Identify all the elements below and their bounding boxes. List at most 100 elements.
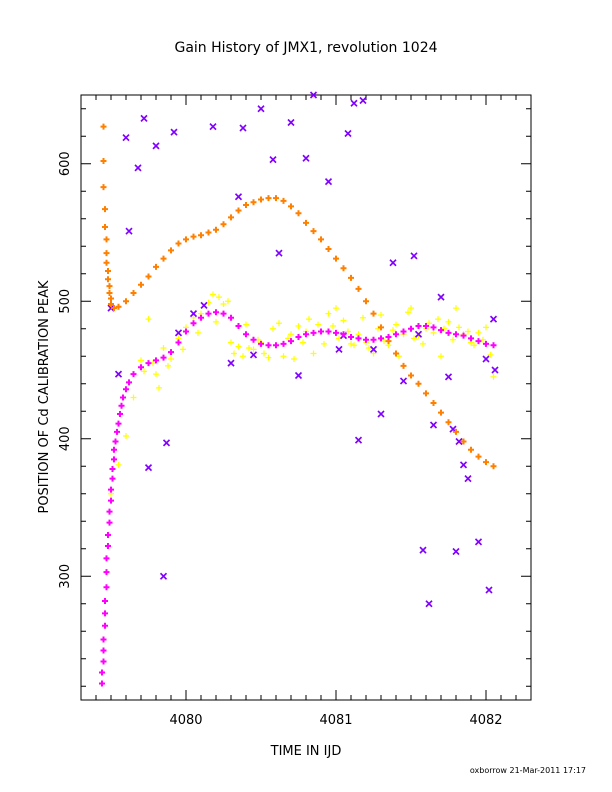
data-point [430, 400, 437, 406]
data-point [330, 323, 336, 329]
data-point [340, 331, 347, 338]
data-point [378, 324, 384, 331]
data-point [100, 123, 107, 130]
data-point [363, 336, 369, 343]
data-point [288, 338, 294, 345]
data-point [445, 329, 452, 336]
data-point [145, 360, 152, 367]
data-point [265, 354, 272, 361]
data-point [220, 301, 227, 307]
data-point [168, 247, 174, 254]
data-point [355, 335, 362, 342]
data-point [475, 329, 482, 336]
data-point [465, 328, 471, 335]
data-point [180, 346, 186, 353]
data-point [210, 291, 216, 298]
data-point [175, 339, 182, 346]
data-point [100, 184, 107, 191]
data-point [134, 164, 142, 172]
data-point [228, 314, 234, 321]
data-point [240, 353, 246, 360]
data-point [294, 371, 303, 380]
data-point [280, 340, 287, 347]
data-point [117, 411, 123, 417]
data-point [275, 249, 283, 257]
data-point [102, 622, 108, 629]
data-point [183, 328, 189, 335]
data-point [106, 508, 113, 515]
data-point [489, 315, 498, 323]
data-point [125, 227, 133, 235]
data-point [295, 210, 302, 217]
y-tick-label: 400 [58, 426, 73, 451]
data-point [138, 357, 144, 364]
data-point [423, 323, 429, 329]
data-point [123, 298, 129, 305]
data-point [491, 366, 499, 374]
data-point [359, 96, 367, 105]
data-point [340, 317, 347, 324]
data-point [389, 259, 397, 267]
data-point [118, 402, 125, 409]
data-point [355, 285, 362, 292]
data-point [140, 114, 148, 122]
data-point [100, 658, 107, 665]
data-point [485, 586, 493, 594]
data-point [438, 327, 444, 334]
data-point [393, 321, 399, 328]
data-point [280, 197, 287, 204]
data-point [288, 331, 294, 338]
data-point [145, 316, 152, 323]
data-point [345, 328, 351, 335]
data-point [108, 295, 114, 302]
data-point [420, 340, 426, 347]
data-point [195, 329, 201, 336]
data-point [234, 193, 243, 201]
series-2 [108, 291, 497, 497]
data-point [258, 196, 264, 203]
data-point [102, 610, 108, 617]
data-point [295, 323, 302, 329]
data-point [102, 224, 108, 230]
data-point [415, 380, 422, 387]
data-point [216, 294, 222, 301]
data-point [190, 314, 197, 321]
data-point [243, 321, 249, 328]
data-point [490, 342, 497, 349]
data-point [273, 195, 279, 202]
data-point [453, 331, 459, 338]
data-point [444, 373, 453, 381]
data-point [291, 356, 297, 362]
data-point [471, 342, 477, 349]
data-point [205, 310, 212, 317]
data-point [280, 353, 287, 360]
data-point [287, 118, 295, 127]
data-point [198, 232, 204, 239]
data-point [415, 323, 422, 329]
x-axis-label: TIME IN IJD [270, 744, 342, 759]
data-point [165, 362, 171, 369]
data-point [400, 362, 407, 369]
data-point [475, 338, 482, 345]
data-point [360, 314, 366, 321]
data-point [99, 669, 105, 676]
data-point [174, 329, 183, 337]
footer-timestamp: oxborrow 21-Mar-2011 17:17 [470, 766, 586, 775]
data-point [106, 519, 113, 526]
series-0 [100, 123, 497, 470]
data-point [318, 328, 324, 335]
data-point [348, 274, 354, 281]
data-point [168, 356, 174, 362]
data-point [111, 456, 117, 463]
data-point [370, 310, 377, 317]
data-point [302, 154, 310, 162]
data-point [189, 310, 198, 318]
data-point [460, 332, 467, 339]
y-tick-label: 500 [58, 289, 73, 314]
data-point [483, 324, 489, 331]
data-point [468, 446, 474, 453]
data-point [378, 312, 384, 318]
series-3 [107, 91, 499, 608]
data-point [408, 372, 414, 379]
data-point [162, 439, 171, 447]
